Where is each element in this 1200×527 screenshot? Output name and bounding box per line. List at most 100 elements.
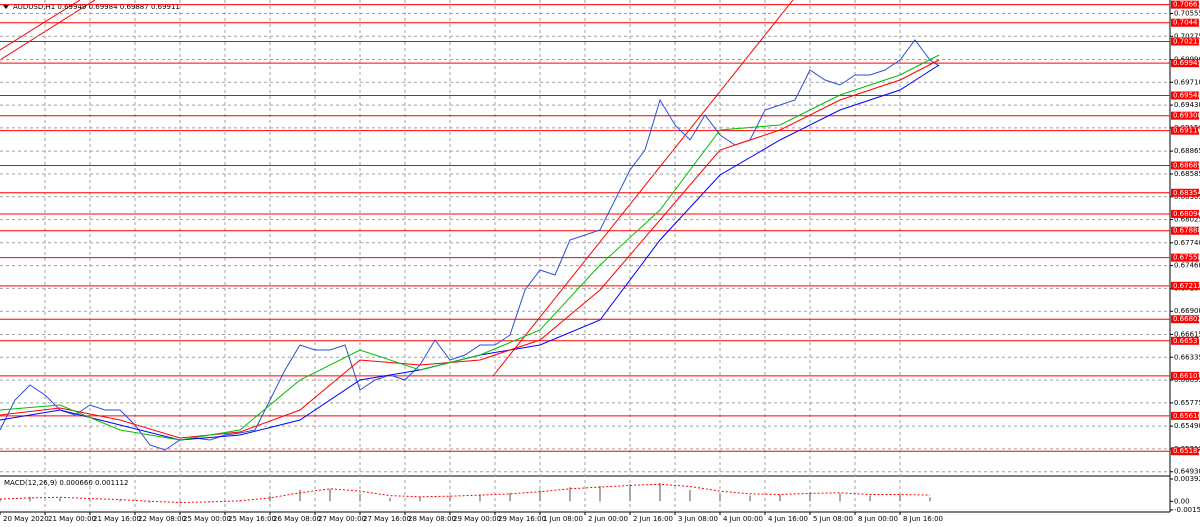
y-tick-label: 0.64930 (1174, 468, 1200, 476)
level-label: 0.68354 (1173, 189, 1200, 197)
level-label: 0.65616 (1173, 412, 1200, 420)
y-tick-label: 0.68585 (1174, 170, 1200, 178)
x-tick-label: 29 May 00:00 (453, 515, 501, 523)
histogram-bar (809, 492, 811, 502)
macd-title: MACD(12,26,9) 0.000660 0.001112 (4, 479, 128, 487)
level-label: 0.65182 (1173, 447, 1200, 455)
signal-line (0, 483, 931, 504)
histogram-bar (749, 495, 751, 502)
y-tick-label: 0.003922 (1174, 475, 1200, 483)
y-tick-label: 0.70555 (1174, 9, 1200, 17)
x-tick-label: 22 May 08:00 (138, 515, 186, 523)
histogram-bar (689, 489, 691, 502)
level-label-bg (1171, 111, 1199, 120)
trend-line (0, 0, 96, 61)
x-tick-label: 2 Jun 00:00 (588, 515, 628, 523)
level-label-bg (1171, 126, 1199, 135)
level-label: 0.66537 (1173, 337, 1200, 345)
x-tick-label: 28 May 08:00 (408, 515, 456, 523)
level-label: 0.66107 (1173, 372, 1200, 380)
y-tick-label: 0.70275 (1174, 32, 1200, 40)
histogram-bar (539, 489, 541, 502)
histogram-bar (209, 501, 211, 502)
level-label: 0.67212 (1173, 282, 1200, 290)
level-label-bg (1171, 209, 1199, 218)
chart-title: AUDUSD,H1 0.69949 0.69984 0.69887 0.6991… (13, 3, 180, 11)
level-label: 0.67558 (1173, 254, 1200, 262)
x-tick-label: 3 Jun 08:00 (678, 515, 718, 523)
histogram-bar (899, 494, 901, 502)
level-label-bg (1171, 253, 1199, 262)
level-label-bg (1171, 18, 1199, 27)
x-tick-label: 8 Jun 00:00 (858, 515, 898, 523)
y-tick-label: 0.68865 (1174, 147, 1200, 155)
y-tick-label: 0.66335 (1174, 353, 1200, 361)
x-tick-label: 26 May 08:00 (273, 515, 321, 523)
level-label-bg (1171, 281, 1199, 290)
level-label-bg (1171, 0, 1199, 9)
histogram-bar (779, 494, 781, 502)
y-tick-label: 0.66615 (1174, 330, 1200, 338)
x-tick-label: 4 Jun 16:00 (768, 515, 808, 523)
x-tick-label: 25 May 16:00 (228, 515, 276, 523)
histogram-bar (149, 501, 151, 503)
histogram-bar (929, 497, 931, 502)
histogram-bar (119, 500, 121, 502)
histogram-bar (569, 487, 571, 502)
level-label-bg (1171, 336, 1199, 345)
level-label: 0.69945 (1173, 59, 1200, 67)
histogram-bar (29, 496, 31, 502)
level-label: 0.70211 (1173, 37, 1200, 45)
level-label: 0.69300 (1173, 112, 1200, 120)
histogram-bar (839, 493, 841, 502)
histogram-bar (89, 499, 91, 502)
x-tick-label: 29 May 16:00 (498, 515, 546, 523)
x-tick-label: 25 May 00:00 (183, 515, 231, 523)
x-tick-label: 21 May 16:00 (93, 515, 141, 523)
level-label: 0.68094 (1173, 210, 1200, 218)
histogram-bar (449, 495, 451, 502)
histogram-bar (389, 497, 391, 502)
histogram-bar (59, 497, 61, 502)
level-label-bg (1171, 411, 1199, 420)
x-tick-label: 8 Jun 16:00 (903, 515, 943, 523)
x-tick-label: 27 May 00:00 (318, 515, 366, 523)
histogram-bar (419, 496, 421, 502)
histogram-bar (359, 494, 361, 502)
histogram-bar (509, 492, 511, 502)
menu-icon[interactable] (3, 5, 9, 9)
level-label: 0.70441 (1173, 19, 1200, 27)
x-tick-label: 4 Jun 00:00 (723, 515, 763, 523)
y-tick-label: -0.00151 (1174, 506, 1200, 514)
y-tick-label: 0.66055 (1174, 376, 1200, 384)
histogram-bar (479, 494, 481, 502)
histogram-bar (0, 498, 1, 502)
price-line (0, 39, 940, 451)
level-label-bg (1171, 315, 1199, 324)
x-tick-label: 2 Jun 16:00 (633, 515, 673, 523)
histogram-bar (869, 495, 871, 502)
moving-average (0, 59, 940, 439)
level-label: 0.69548 (1173, 91, 1200, 99)
histogram-bar (659, 483, 661, 502)
moving-average (0, 54, 940, 441)
x-tick-label: 27 May 16:00 (363, 515, 411, 523)
x-tick-label: 1 Jun 08:00 (543, 515, 583, 523)
level-label: 0.70663 (1173, 1, 1200, 9)
level-label: 0.67888 (1173, 227, 1200, 235)
y-tick-label: 0.68025 (1174, 216, 1200, 224)
level-label-bg (1171, 161, 1199, 170)
level-label: 0.68689 (1173, 161, 1200, 169)
y-tick-label: 0.00 (1174, 497, 1190, 505)
level-label-bg (1171, 447, 1199, 456)
level-label-bg (1171, 59, 1199, 68)
histogram-bar (599, 485, 601, 502)
